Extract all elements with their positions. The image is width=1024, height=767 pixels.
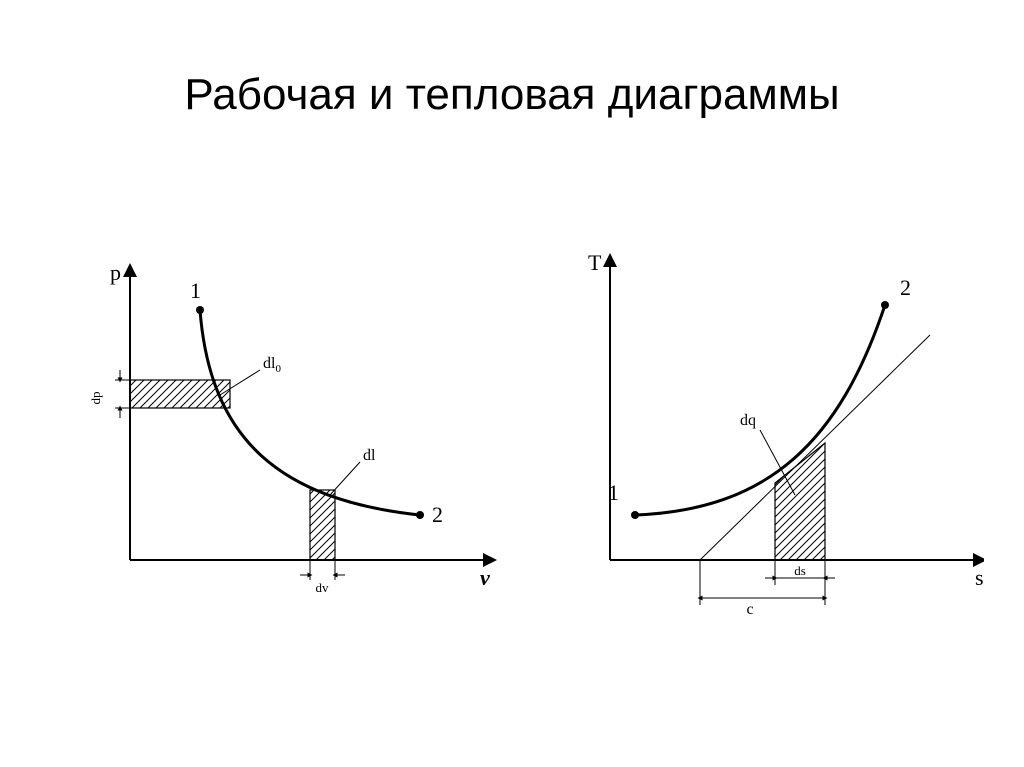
point-2-label: 2 [432,502,443,527]
dq-region [775,443,825,560]
pv-curve [200,310,420,515]
dl-region [310,490,335,560]
diagram-container: p v dp dv 1 2 dl0 dl T [40,200,984,680]
point-1-label: 1 [190,278,201,303]
point-1 [196,306,204,314]
point-2-label: 2 [900,275,911,300]
x-axis-label: s [975,565,984,590]
c-label: c [746,601,753,618]
dp-label: dp [88,392,103,405]
ts-curve [635,305,885,515]
dl-pointer [330,462,360,495]
ts-diagram: T s 1 2 dq ds c [588,250,984,618]
dl0-label: dl0 [263,355,281,375]
x-axis-label: v [480,565,490,590]
point-2 [416,511,424,519]
page-title: Рабочая и тепловая диаграммы [0,70,1024,120]
pv-diagram: p v dp dv 1 2 dl0 dl [88,260,490,595]
dv-label: dv [316,580,330,595]
point-2 [881,301,889,309]
dq-label: dq [740,412,756,429]
y-axis-label: T [588,250,602,275]
y-axis-label: p [110,260,121,285]
point-1 [631,511,639,519]
point-1-label: 1 [608,480,619,505]
diagrams-svg: p v dp dv 1 2 dl0 dl T [40,200,984,680]
dl-label: dl [363,447,376,464]
ds-label: ds [794,563,806,578]
